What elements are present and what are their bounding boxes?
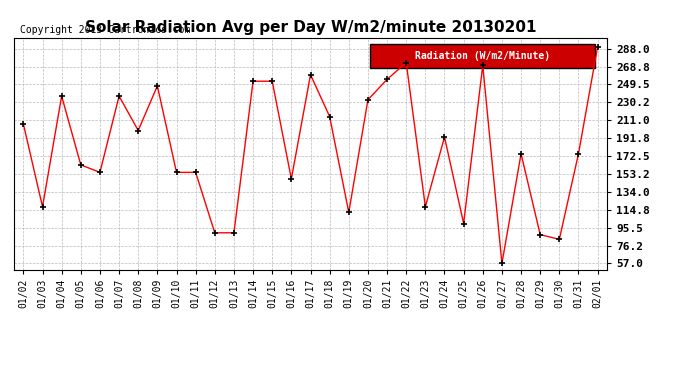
FancyBboxPatch shape <box>370 45 595 68</box>
Text: Copyright 2013 Cartronics.com: Copyright 2013 Cartronics.com <box>20 25 190 35</box>
Text: Radiation (W/m2/Minute): Radiation (W/m2/Minute) <box>415 51 550 61</box>
Title: Solar Radiation Avg per Day W/m2/minute 20130201: Solar Radiation Avg per Day W/m2/minute … <box>85 20 536 35</box>
